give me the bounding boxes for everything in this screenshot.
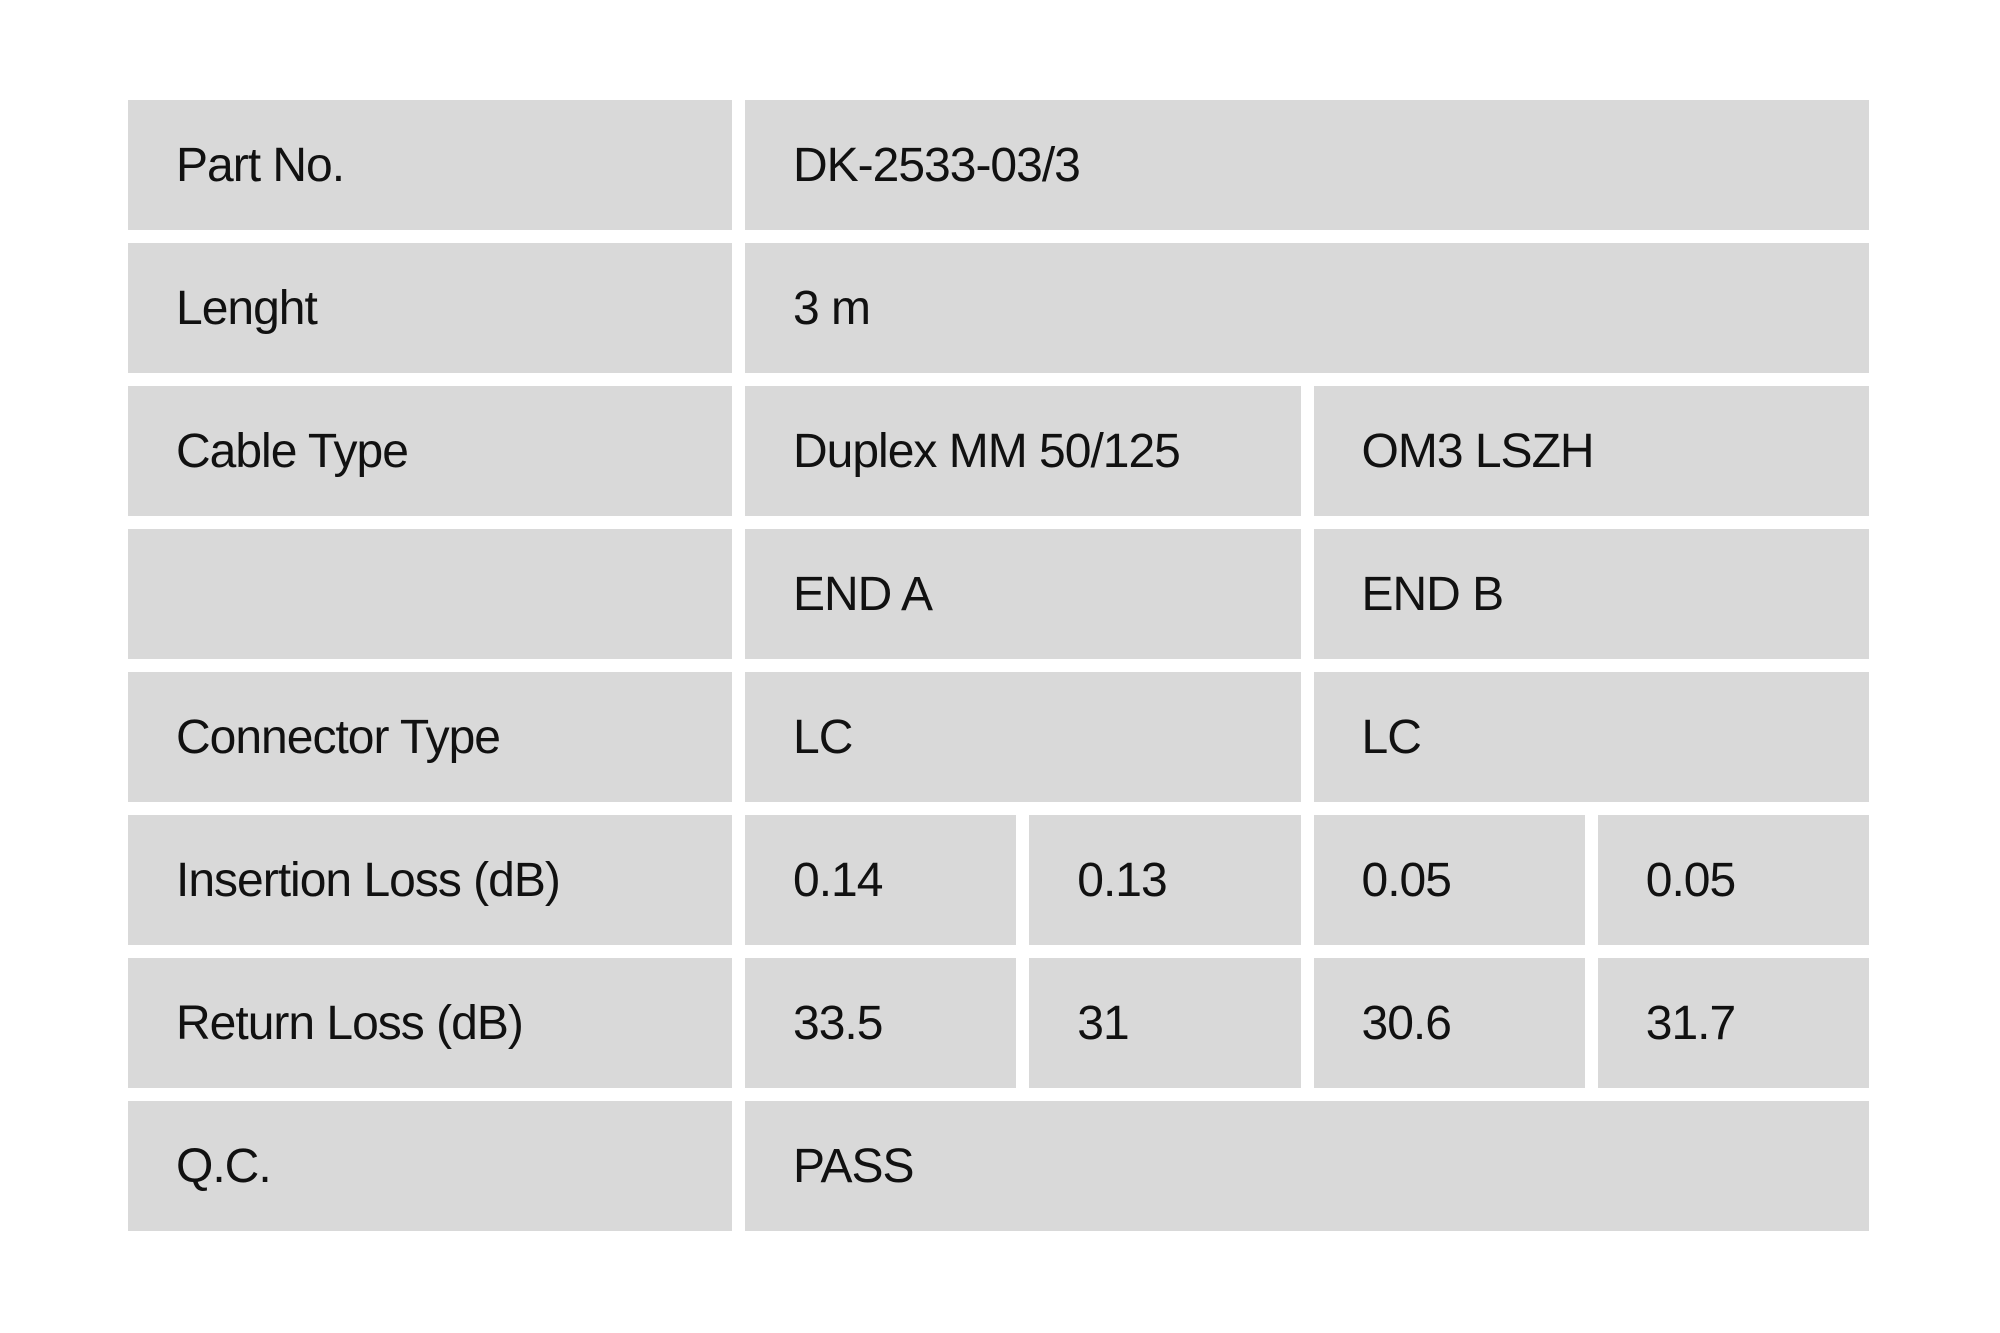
part-no-label: Part No. <box>128 100 732 230</box>
insertion-loss-end-a-2: 0.13 <box>1029 815 1301 945</box>
spec-table: Part No. DK-2533-03/3 Lenght 3 m Cable T… <box>128 100 1869 1231</box>
return-loss-end-a-1: 33.5 <box>745 958 1017 1088</box>
insertion-loss-label: Insertion Loss (dB) <box>128 815 732 945</box>
connector-type-end-a: LC <box>745 672 1301 802</box>
length-label: Lenght <box>128 243 732 373</box>
cable-type-value-b: OM3 LSZH <box>1313 386 1869 516</box>
part-no-value: DK-2533-03/3 <box>745 100 1869 230</box>
return-loss-label: Return Loss (dB) <box>128 958 732 1088</box>
qc-value: PASS <box>745 1101 1869 1231</box>
return-loss-end-b-1: 30.6 <box>1313 958 1585 1088</box>
end-a-header: END A <box>745 529 1301 659</box>
connector-type-end-b: LC <box>1313 672 1869 802</box>
return-loss-end-a-2: 31 <box>1029 958 1301 1088</box>
insertion-loss-end-b-1: 0.05 <box>1313 815 1585 945</box>
cable-type-label: Cable Type <box>128 386 732 516</box>
cable-type-value-a: Duplex MM 50/125 <box>745 386 1301 516</box>
length-value: 3 m <box>745 243 1869 373</box>
insertion-loss-end-a-1: 0.14 <box>745 815 1017 945</box>
ends-empty-label <box>128 529 732 659</box>
end-b-header: END B <box>1313 529 1869 659</box>
return-loss-end-b-2: 31.7 <box>1597 958 1869 1088</box>
insertion-loss-end-b-2: 0.05 <box>1597 815 1869 945</box>
connector-type-label: Connector Type <box>128 672 732 802</box>
qc-label: Q.C. <box>128 1101 732 1231</box>
